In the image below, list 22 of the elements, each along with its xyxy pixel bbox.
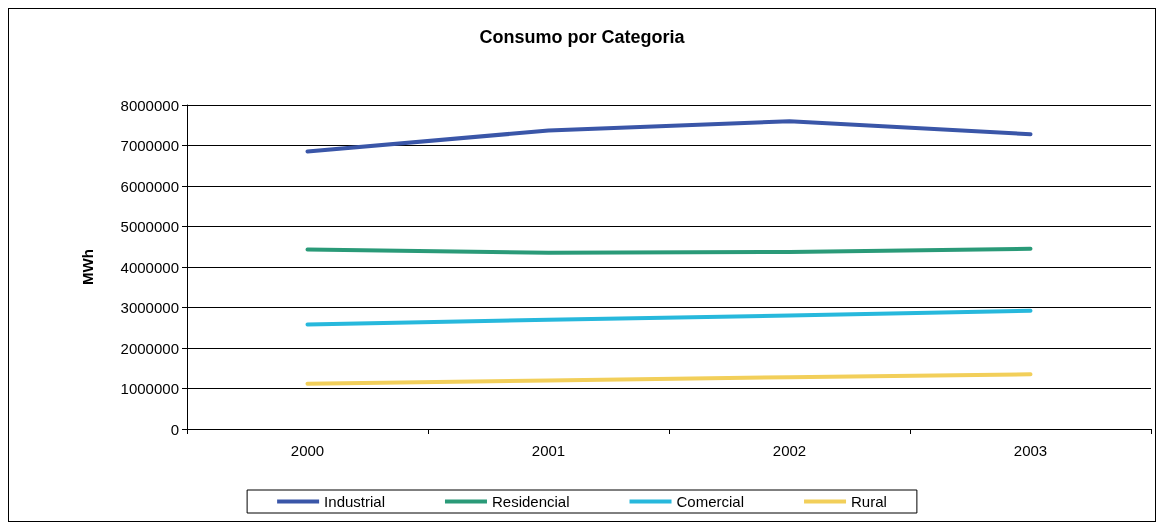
y-tick-label: 2000000 xyxy=(120,339,179,357)
y-axis-title: MWh xyxy=(79,249,96,285)
line-series xyxy=(305,372,1033,386)
x-tick-label: 2001 xyxy=(531,442,566,459)
y-tick-label: 8000000 xyxy=(120,96,179,114)
y-tick-label: 3000000 xyxy=(120,299,179,316)
x-tick-label: 2000 xyxy=(290,442,325,459)
x-tick-label: 2003 xyxy=(1013,442,1048,459)
legend-label: Comercial xyxy=(676,493,745,510)
y-tick-label: 5000000 xyxy=(120,218,179,235)
legend-label: Rural xyxy=(851,493,887,510)
y-tick-label: 6000000 xyxy=(120,177,179,195)
chart-title: Consumo por Categoria xyxy=(479,27,686,47)
y-tick-label: 7000000 xyxy=(120,137,179,154)
y-tick-label: 4000000 xyxy=(120,258,179,276)
y-tick-label: 1000000 xyxy=(120,380,179,397)
x-tick-label: 2002 xyxy=(772,442,807,459)
legend-label: Industrial xyxy=(324,493,385,510)
legend-label: Residencial xyxy=(491,493,570,510)
y-tick-label: 0 xyxy=(170,420,179,438)
line-series xyxy=(305,308,1033,327)
line-series xyxy=(305,119,1033,154)
